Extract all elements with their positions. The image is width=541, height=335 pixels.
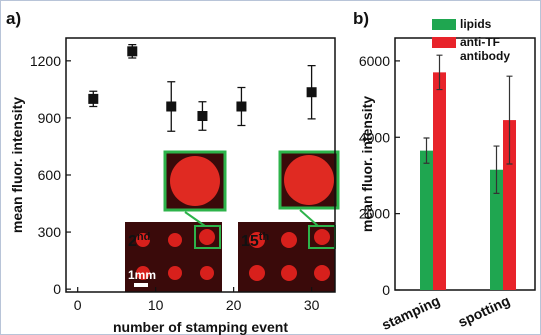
legend-swatch (432, 37, 456, 48)
y-tick-label: 300 (38, 224, 62, 240)
data-point (166, 101, 176, 111)
inset-suffix: th (259, 231, 270, 243)
data-point (236, 101, 246, 111)
inset-suffix: nd (137, 231, 150, 243)
bar (433, 72, 446, 290)
panel-label: a) (6, 9, 21, 28)
page: {"chart_data": [ {"type": "scatter", "pa… (0, 0, 541, 335)
y-tick-label: 0 (53, 281, 61, 297)
x-tick-label: stamping (379, 292, 442, 333)
inset-images (125, 152, 338, 292)
x-tick-label: 10 (148, 297, 164, 313)
inset-number: 2 (128, 233, 137, 250)
bar (420, 151, 433, 290)
y-tick-label: 6000 (359, 53, 390, 69)
inset-number: 15 (241, 233, 259, 250)
y-tick-label: 1200 (30, 53, 61, 69)
data-point (88, 94, 98, 104)
scale-bar-label: 1mm (128, 268, 156, 282)
data-point (127, 46, 137, 56)
y-tick-label: 4000 (359, 129, 390, 145)
x-tick-label: 20 (226, 297, 242, 313)
x-axis-label: number of stamping event (113, 319, 288, 335)
data-point (307, 87, 317, 97)
panel-label: b) (353, 9, 369, 28)
x-tick-label: 30 (304, 297, 320, 313)
y-axis-label: mean fluor. intensity (9, 97, 25, 233)
y-tick-label: 2000 (359, 206, 390, 222)
y-tick-label: 900 (38, 110, 62, 126)
x-tick-label: 0 (74, 297, 82, 313)
y-tick-label: 600 (38, 167, 62, 183)
legend-label: lipids (460, 17, 522, 31)
x-tick-label: spotting (455, 292, 512, 330)
legend-label: anti-TF antibody (460, 35, 522, 63)
legend-swatch (432, 19, 456, 30)
y-tick-label: 0 (382, 282, 390, 298)
data-point (197, 111, 207, 121)
